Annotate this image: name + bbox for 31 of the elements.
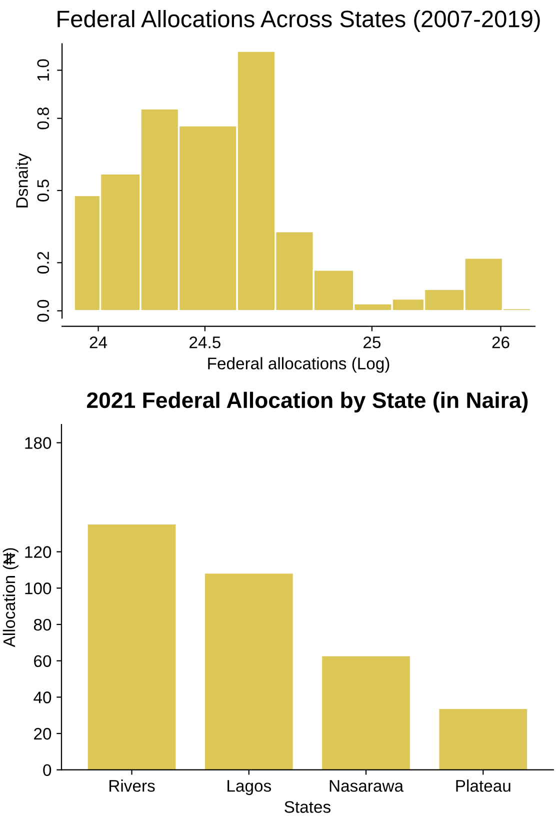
y-tick-label: 0.0 (37, 300, 50, 322)
x-tick-label: Plateau (456, 780, 510, 792)
y-tick-label: 120 (25, 546, 52, 558)
y-tick-label: 80 (34, 618, 52, 631)
x-tick-label: Lagos (228, 780, 271, 796)
x-tick-label: 24 (90, 336, 108, 348)
chart-title: 2021 Federal Allocation by State (in Naira) (86, 392, 528, 413)
y-tick-label: 0.2 (37, 252, 50, 274)
x-axis-title: States (284, 801, 330, 813)
y-tick-label: 0.5 (37, 180, 50, 202)
bar (88, 524, 176, 770)
y-tick-label: 60 (34, 655, 52, 668)
y-tick-label: 40 (34, 692, 52, 704)
x-tick-label: Nasarawa (330, 780, 404, 792)
x-tick-label: 25 (364, 336, 381, 348)
x-axis-title: Federal allocations (Log) (208, 357, 390, 373)
y-tick-label: 180 (25, 437, 52, 449)
x-tick-label: Rivers (110, 780, 155, 792)
y-tick-label: 1.0 (37, 59, 50, 81)
y-axis-title: Allocation (₦) (2, 548, 18, 648)
bar (322, 656, 410, 770)
bar (204, 574, 293, 770)
bar (439, 708, 528, 770)
y-tick-label: 20 (34, 728, 52, 740)
y-tick-label: 0 (43, 764, 52, 776)
y-tick-label: 0.8 (37, 107, 50, 130)
chart-title: Federal Allocations Across States (2007-2019) (58, 10, 540, 32)
y-axis-title: Dsnaity (16, 153, 32, 208)
y-tick-label: 100 (25, 582, 52, 594)
x-tick-label: 24.5 (190, 336, 220, 348)
x-tick-label: 26 (492, 336, 510, 348)
